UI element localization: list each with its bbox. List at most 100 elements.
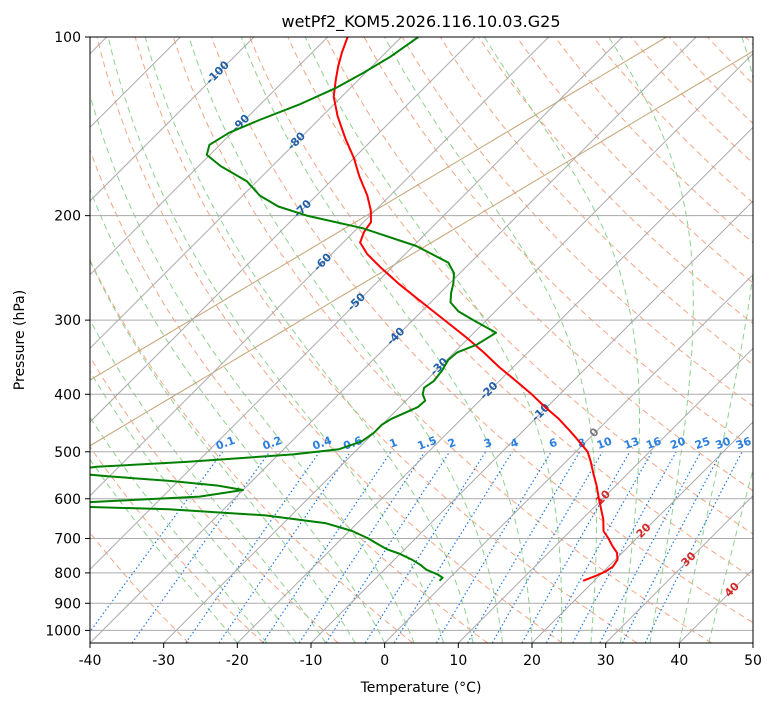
moist-adiabat-line: [107, 37, 445, 643]
temperature-profile-line: [332, 37, 619, 582]
mixing-ratio-label: 10: [595, 434, 614, 452]
isotherm-line: [90, 37, 402, 350]
y-tick-label: 300: [54, 313, 81, 329]
y-tick-label: 900: [54, 596, 81, 612]
moist-adiabat-line: [240, 37, 533, 643]
isotherm-line: [236, 126, 753, 643]
x-tick-label: 10: [449, 653, 467, 669]
mixing-ratio-line: [364, 451, 487, 643]
dry-adiabat-line: [90, 258, 414, 643]
moist-adiabat-line: [384, 37, 597, 643]
y-tick-label: 500: [54, 445, 81, 461]
isotherm-line: [90, 37, 550, 497]
moist-adiabat-line: [90, 416, 268, 643]
moist-adiabat-line: [90, 370, 297, 643]
mixing-ratio-line: [218, 451, 351, 643]
mixing-ratio-label: 16: [644, 434, 663, 452]
mixing-ratio-line: [491, 451, 604, 643]
moist-adiabat-line: [608, 37, 694, 643]
mixing-ratio-line: [325, 451, 451, 643]
x-tick-label: 50: [744, 653, 762, 669]
mixing-ratio-line: [185, 451, 321, 643]
mixing-ratio-label: 0.4: [311, 434, 334, 453]
plot-frame: [89, 36, 754, 644]
x-tick-label: -40: [79, 653, 102, 669]
isotherm-line: [90, 37, 476, 423]
moist-adiabat-line: [144, 37, 474, 643]
dry-adiabat-line: [249, 37, 753, 579]
mixing-ratio-label: 0.2: [261, 434, 284, 453]
mixing-ratio-line: [435, 451, 552, 643]
x-tick-label: -20: [226, 653, 249, 669]
isotherm-line: [531, 421, 753, 643]
x-tick-label: -30: [152, 653, 175, 669]
moist-adiabat-line: [90, 319, 327, 643]
y-tick-label: 100: [54, 30, 81, 46]
reference-curve-line: [90, 37, 667, 381]
dry-adiabat-line: [90, 445, 264, 643]
mixing-ratio-label: 13: [622, 435, 641, 452]
dry-adiabat-line: [401, 37, 753, 407]
mixing-ratio-line: [466, 451, 581, 643]
y-axis-label: Pressure (hPa): [12, 290, 28, 390]
mixing-ratio-label: 25: [693, 435, 712, 452]
mixing-ratio-line: [393, 451, 513, 643]
mixing-ratio-label: 4: [509, 436, 521, 451]
mixing-ratio-label: 6: [547, 436, 559, 451]
x-tick-label: 40: [670, 653, 688, 669]
mixing-ratio-line: [131, 451, 271, 643]
y-tick-label: 600: [54, 492, 81, 508]
moist-adiabat-line: [90, 188, 386, 643]
reference-curve-line: [90, 50, 753, 447]
dry-adiabat-line: [630, 37, 753, 164]
mixing-ratio-line: [521, 451, 631, 643]
chart-title: wetPf2_KOM5.2026.116.10.03.G25: [281, 12, 560, 32]
y-tick-label: 1000: [45, 623, 81, 639]
dry-adiabat-line: [172, 37, 712, 643]
plot-area: -100-90-80-70-60-50-40-30-20-10010203040…: [90, 37, 753, 643]
y-tick-label: 800: [54, 566, 81, 582]
x-axis-label: Temperature (°C): [360, 680, 482, 696]
mixing-ratio-label: 0.6: [341, 434, 364, 453]
moist-adiabat-line: [483, 37, 640, 643]
y-axis: 100 200 300 400 500 600 700 800 900 1000: [45, 30, 90, 639]
mixing-ratio-line: [572, 451, 677, 643]
dry-adiabat-line: [592, 37, 753, 204]
x-axis: -40 -30 -20 -10 0 10 20 30 40 50: [79, 643, 762, 669]
mixing-ratio-label: 36: [734, 434, 753, 452]
mixing-ratio-label: 30: [714, 434, 733, 452]
y-tick-label: 200: [54, 209, 81, 225]
y-tick-label: 400: [54, 387, 81, 403]
dry-adiabat-line: [516, 37, 753, 284]
dewpoint-profile-line: [90, 37, 498, 582]
mixing-ratio-label: 1: [388, 436, 400, 451]
mixing-ratio-label: 20: [668, 434, 687, 452]
mixing-ratio-label: 3: [482, 436, 494, 451]
moist-adiabat-line: [708, 467, 753, 643]
dry-adiabat-line: [134, 37, 638, 643]
isotherm-line: [90, 37, 697, 643]
mixing-ratio-label: 2: [446, 436, 458, 451]
isotherm-line: [457, 347, 753, 643]
isotherm-line: [605, 494, 753, 643]
isotherm-line: [384, 273, 753, 643]
dry-adiabat-line: [325, 37, 753, 492]
y-tick-label: 700: [54, 532, 81, 548]
isotherm-line: [310, 200, 753, 643]
isotherm-line: [90, 37, 255, 202]
x-tick-label: 30: [597, 653, 615, 669]
moist-adiabat-line: [90, 259, 356, 643]
mixing-ratio-label: 0.1: [214, 434, 237, 453]
dry-adiabat-line: [96, 37, 563, 643]
x-tick-label: 20: [523, 653, 541, 669]
x-tick-label: -10: [300, 653, 323, 669]
mixing-ratio-label: 1.5: [416, 434, 439, 453]
x-tick-label: 0: [380, 653, 389, 669]
isotherm-line: [163, 52, 753, 643]
moist-adiabat-line: [304, 37, 563, 643]
moist-adiabat-line: [188, 37, 503, 643]
moist-adiabat-line: [90, 458, 238, 643]
isotherm-line: [90, 37, 329, 276]
